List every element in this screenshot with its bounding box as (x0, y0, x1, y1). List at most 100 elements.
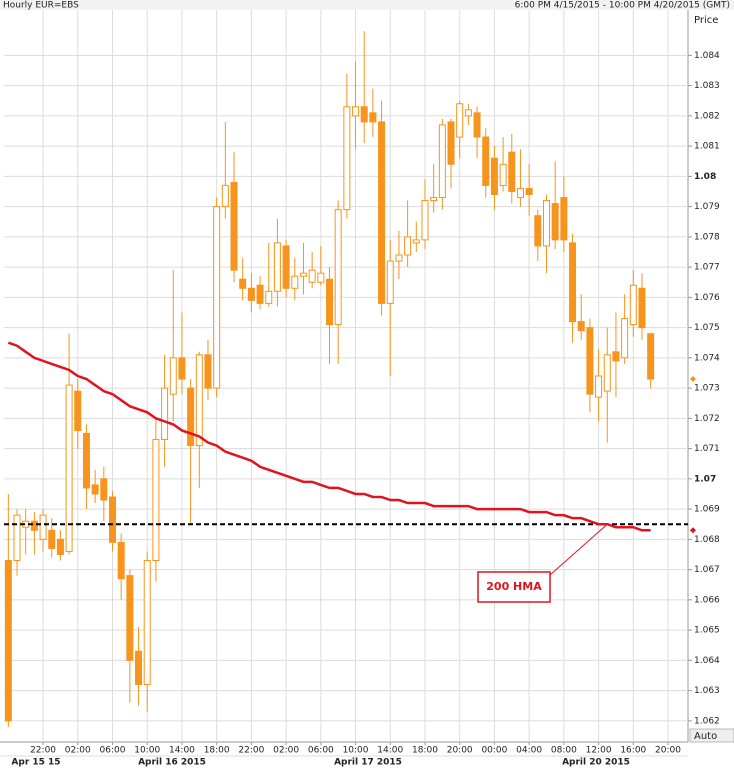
y-tick-label: 1.082 (694, 111, 720, 121)
y-tick-label: 1.069 (694, 505, 720, 515)
candle-body (404, 236, 412, 256)
candle-body (543, 200, 550, 247)
annotation-box (477, 571, 551, 603)
candle-body (161, 387, 169, 441)
candle-body (438, 124, 446, 199)
last-price-marker (690, 376, 696, 383)
candle-body (621, 318, 629, 359)
candle-body (247, 287, 255, 301)
x-tick-label: 02:00 (65, 746, 91, 756)
annotation-leader (549, 523, 608, 576)
y-tick-label: 1.084 (694, 51, 720, 61)
x-tick-label: 10:00 (134, 746, 160, 756)
candle-body (386, 260, 394, 304)
candle-body (4, 560, 12, 722)
x-tick-label: 00:00 (481, 746, 507, 756)
candle-body (525, 187, 533, 196)
candle-body (326, 278, 333, 326)
candle-body (213, 206, 221, 389)
x-tick-label: 18:00 (204, 746, 230, 756)
candle-body (109, 496, 116, 543)
candle-body (117, 541, 125, 580)
date-label: April 16 2015 (138, 758, 206, 768)
y-tick-label: 1.067 (694, 565, 720, 575)
candle-body (516, 187, 524, 199)
candle-body (74, 390, 82, 431)
candle-body (421, 200, 429, 241)
annotation-text: 200 HMA (486, 580, 542, 593)
candle-body (39, 514, 47, 540)
y-tick-label: 1.072 (694, 414, 720, 424)
x-tick-label: 10:00 (343, 746, 369, 756)
candle-body (612, 351, 620, 362)
candle-body (126, 575, 134, 661)
date-label: April 17 2015 (334, 758, 402, 768)
x-tick-label: 04:00 (516, 746, 542, 756)
candle-body (534, 215, 542, 247)
x-tick-label: 22:00 (30, 746, 56, 756)
y-tick-label: 1.083 (694, 81, 720, 91)
y-tick-label: 1.062 (694, 716, 720, 726)
hma-line (7, 341, 651, 532)
candle-body (317, 272, 325, 283)
candle-body (473, 112, 481, 138)
candle-body (456, 103, 464, 138)
y-tick-label: 1.07 (694, 474, 716, 484)
candle-body (265, 290, 273, 304)
y-tick-label: 1.074 (694, 353, 720, 363)
y-tick-label: 1.08 (694, 172, 716, 182)
x-tick-label: 18:00 (412, 746, 438, 756)
x-tick-label: 14:00 (377, 746, 403, 756)
chart-title: Hourly EUR=EBS (3, 1, 79, 11)
candle-body (464, 109, 472, 117)
candle-body (490, 157, 498, 196)
y-tick-label: 1.063 (694, 686, 720, 696)
candle-body (152, 439, 160, 562)
candle-body (178, 357, 186, 380)
x-tick-label: 12:00 (586, 746, 612, 756)
candle-body (629, 284, 637, 326)
candle-body (82, 432, 90, 489)
candle-body (551, 203, 559, 241)
y-tick-label: 1.075 (694, 323, 720, 333)
x-tick-label: 20:00 (447, 746, 473, 756)
candle-body (239, 278, 247, 289)
candle-body (308, 269, 316, 283)
candle-body (595, 375, 603, 398)
candle-body (647, 333, 655, 380)
candle-body (195, 354, 203, 447)
candle-body (65, 384, 73, 552)
candle-body (230, 181, 238, 271)
candle-body (638, 287, 646, 329)
candle-body (369, 112, 377, 123)
candle-body (430, 197, 438, 202)
candle-body (569, 242, 577, 323)
candle-body (291, 275, 299, 289)
candle-body (282, 245, 290, 289)
candle-body (577, 321, 585, 332)
chart-subtitle: 6:00 PM 4/15/2015 - 10:00 PM 4/20/2015 (… (515, 1, 730, 11)
y-tick-label: 1.076 (694, 293, 720, 303)
y-tick-label: 1.077 (694, 263, 720, 273)
y-tick-label: 1.081 (694, 142, 720, 152)
y-tick-label: 1.065 (694, 626, 720, 636)
y-tick-label: 1.066 (694, 595, 720, 605)
axis-mode[interactable]: Auto (694, 731, 717, 742)
candle-body (499, 163, 507, 186)
candle-body (586, 327, 594, 395)
candle-body (91, 484, 99, 495)
candle-body (603, 354, 611, 392)
y-tick-label: 1.064 (694, 656, 720, 666)
date-label: April 20 2015 (562, 758, 630, 768)
candle-body (48, 529, 56, 549)
candle-body (273, 242, 281, 292)
auto-button[interactable] (689, 728, 734, 743)
candle-body (334, 209, 342, 326)
x-tick-label: 14:00 (169, 746, 195, 756)
candle-body (299, 272, 307, 277)
candle-body (135, 650, 143, 686)
candle-body (204, 354, 212, 389)
candle-body (343, 106, 351, 211)
